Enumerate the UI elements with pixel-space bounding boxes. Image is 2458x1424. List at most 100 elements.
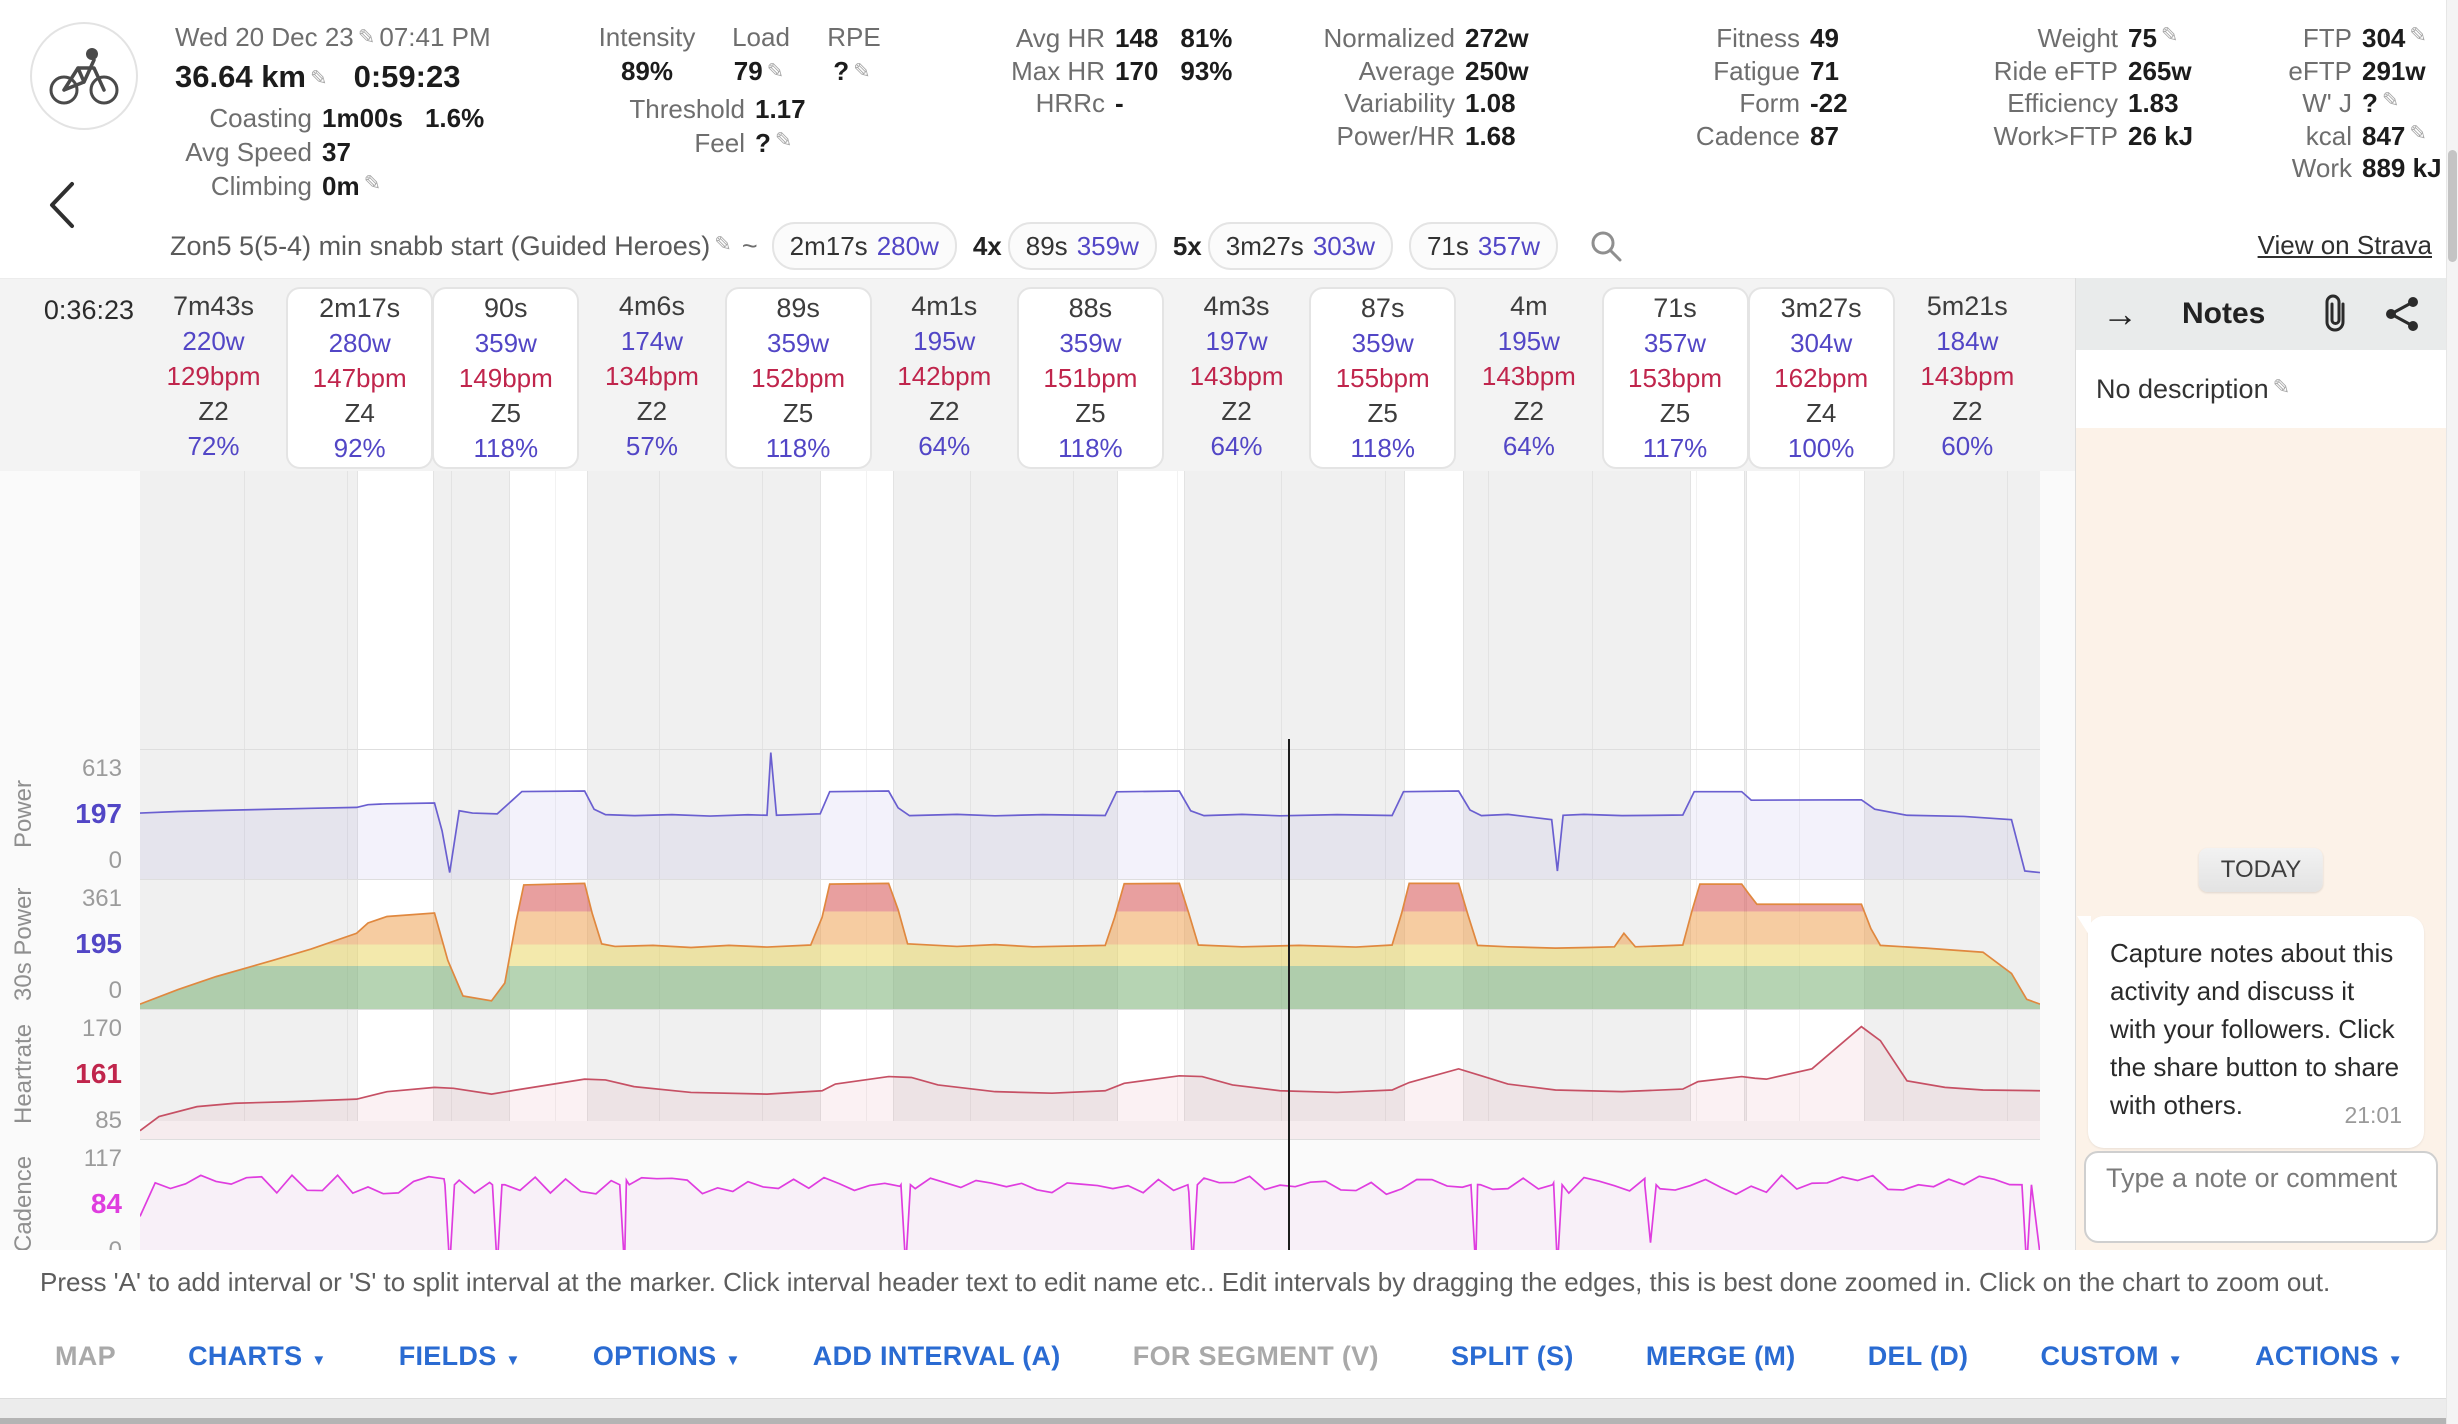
interval-zone: Z2 — [198, 396, 229, 426]
stat-row: Ride eFTP 265w — [1953, 55, 2193, 88]
chevron-down-icon: ▼ — [2167, 1351, 2183, 1369]
interval-zone: Z5 — [1075, 398, 1106, 428]
interval-zone: Z2 — [636, 396, 668, 426]
interval-duration: 89s — [776, 293, 820, 323]
interval-column[interactable]: 89s 359w 152bpm Z5 118% — [724, 287, 872, 469]
axis-min-label: 0 — [108, 847, 122, 874]
edit-icon[interactable] — [775, 124, 793, 158]
interval-chip[interactable]: 2m17s 280w — [771, 222, 957, 270]
activity-title[interactable]: Zon5 5(5-4) min snabb start (Guided Hero… — [170, 230, 711, 261]
note-comment-input[interactable] — [2084, 1151, 2438, 1243]
toolbar-button-options[interactable]: OPTIONS ▼ — [592, 1340, 741, 1371]
edit-icon[interactable] — [2409, 20, 2427, 53]
gridline — [347, 471, 349, 1121]
interval-percent: 64% — [918, 431, 971, 461]
interval-column[interactable]: 90s 359w 149bpm Z5 118% — [432, 287, 580, 469]
edit-icon[interactable] — [714, 232, 732, 257]
interval-column[interactable]: 2m17s 280w 147bpm Z4 92% — [286, 287, 434, 469]
interval-summary-chips: 2m17s 280w 4x 89s 359w 5x 3m27s 303w 71s 357w — [771, 222, 1574, 270]
chart-strip-cadence[interactable] — [140, 1139, 2040, 1269]
vertical-scrollbar[interactable] — [2446, 0, 2458, 1424]
chart-strip-30s-power[interactable] — [140, 879, 2040, 1009]
interval-column[interactable]: 5m21s 184w 143bpm Z2 60% — [1894, 289, 2041, 464]
interval-bpm: 162bpm — [1774, 363, 1869, 393]
stat-value: 265w — [2128, 55, 2192, 86]
toolbar-button-merge-m[interactable]: MERGE (M) — [1645, 1340, 1796, 1371]
stat-label: Cadence — [1695, 120, 1800, 151]
stat-row: Avg HR 148 81% — [940, 22, 1233, 55]
edit-icon[interactable] — [310, 59, 328, 99]
interval-zone: Z4 — [1805, 398, 1837, 428]
interval-column[interactable]: 87s 359w 155bpm Z5 118% — [1309, 287, 1457, 469]
interval-column[interactable]: 4m6s 174w 134bpm Z2 57% — [578, 289, 725, 464]
stat-label: Fatigue — [1713, 55, 1800, 86]
chip-repeat-prefix: 4x — [972, 230, 1002, 261]
axis-max-label: 170 — [81, 1015, 122, 1042]
edit-icon[interactable] — [364, 167, 382, 201]
back-chevron-icon[interactable] — [44, 178, 84, 232]
edit-icon[interactable] — [853, 55, 871, 89]
interval-zone: Z2 — [1513, 396, 1545, 426]
interval-column[interactable]: 4m3s 197w 143bpm Z2 64% — [1163, 289, 1310, 464]
search-icon[interactable] — [1588, 228, 1624, 264]
stat-label: Efficiency — [2007, 88, 2118, 118]
edit-icon[interactable] — [2273, 375, 2291, 400]
interval-chip[interactable]: 3m27s 303w — [1207, 222, 1393, 270]
stat-value: ? — [2362, 88, 2378, 118]
bubble-tail — [2077, 916, 2091, 938]
interval-power: 304w — [1790, 328, 1853, 358]
rpe-label: RPE — [827, 22, 881, 52]
toolbar-button-custom[interactable]: CUSTOM ▼ — [2040, 1340, 2183, 1371]
stat-label: Climbing — [210, 171, 312, 201]
load-label: Load — [732, 22, 790, 52]
chart-strip-heartrate[interactable] — [140, 1009, 2040, 1139]
interval-chip[interactable]: 89s 359w — [1007, 222, 1157, 270]
view-on-strava-link[interactable]: View on Strava — [2257, 230, 2432, 260]
edit-icon[interactable] — [2161, 20, 2179, 53]
stat-value: - — [1115, 88, 1124, 118]
interval-percent: 100% — [1787, 433, 1855, 463]
edit-icon[interactable] — [358, 21, 376, 55]
stat-row: W' J? — [2188, 87, 2442, 120]
toolbar-button-add-interval-a[interactable]: ADD INTERVAL (A) — [812, 1340, 1061, 1371]
edit-icon[interactable] — [767, 55, 785, 89]
interval-power: 197w — [1205, 326, 1268, 356]
toolbar-button-for-segment-v: FOR SEGMENT (V) — [1132, 1340, 1379, 1371]
interval-column[interactable]: 4m1s 195w 142bpm Z2 64% — [871, 289, 1018, 464]
toolbar-button-split-s[interactable]: SPLIT (S) — [1450, 1340, 1574, 1371]
gridline — [1799, 471, 1801, 1121]
axis-max-label: 361 — [81, 885, 122, 912]
chart-region[interactable]: 7m43s 220w 129bpm Z2 72% 2m17s 280w 147bpm Z4 92%… — [0, 278, 2075, 1424]
horizontal-scrollbar[interactable] — [0, 1398, 2458, 1419]
toolbar-button-del-d[interactable]: DEL (D) — [1867, 1340, 1969, 1371]
scrollbar-thumb[interactable] — [2448, 150, 2457, 262]
interval-chip[interactable]: 71s 357w — [1408, 222, 1559, 270]
axis-cursor-value: 195 — [75, 928, 122, 959]
share-icon[interactable] — [2384, 296, 2420, 332]
chart-strip-power[interactable] — [140, 749, 2040, 879]
interval-column[interactable]: 3m27s 304w 162bpm Z4 100% — [1747, 287, 1895, 469]
collapse-arrow-icon[interactable]: → — [2102, 293, 2138, 334]
toolbar-button-charts[interactable]: CHARTS ▼ — [188, 1340, 327, 1371]
edit-icon[interactable] — [2382, 85, 2400, 118]
chip-duration: 2m17s — [789, 230, 868, 261]
toolbar-button-actions[interactable]: ACTIONS ▼ — [2255, 1340, 2403, 1371]
chip-repeat-prefix: 5x — [1172, 230, 1202, 261]
stat-row: Climbing 0m — [150, 169, 620, 203]
stat-group: Weight75Ride eFTP265wEfficiency1.83Work>… — [1953, 20, 2194, 152]
interval-column[interactable]: 4m 195w 143bpm Z2 64% — [1455, 289, 1602, 464]
interval-percent: 118% — [1350, 433, 1415, 463]
interval-bpm: 143bpm — [1920, 361, 2015, 391]
toolbar-button-fields[interactable]: FIELDS ▼ — [398, 1340, 521, 1371]
interval-column[interactable]: 88s 359w 151bpm Z5 118% — [1016, 287, 1164, 469]
chart-cursor-line[interactable] — [1287, 739, 1290, 1424]
stat-label: Avg Speed — [185, 137, 312, 167]
edit-icon[interactable] — [2409, 118, 2427, 151]
interval-bpm: 155bpm — [1335, 363, 1430, 393]
interval-column[interactable]: 71s 357w 153bpm Z5 117% — [1601, 287, 1749, 469]
stat-label: eFTP — [2288, 55, 2352, 86]
gridline — [865, 471, 867, 1121]
attachment-icon[interactable] — [2320, 294, 2350, 334]
interval-power: 184w — [1936, 326, 1999, 356]
interval-column[interactable]: 7m43s 220w 129bpm Z2 72% — [140, 289, 287, 464]
